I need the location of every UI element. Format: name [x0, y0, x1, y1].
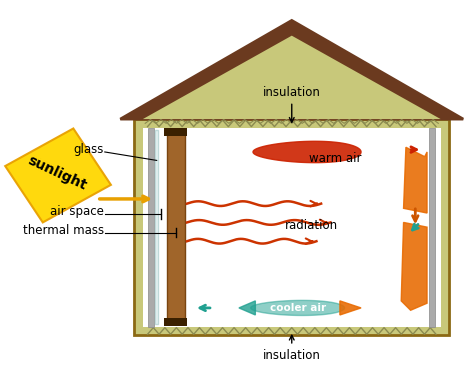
Text: glass: glass: [73, 143, 104, 156]
Text: warm air: warm air: [309, 152, 362, 165]
Polygon shape: [253, 141, 361, 163]
Polygon shape: [143, 36, 441, 119]
Bar: [135, 119, 449, 335]
Polygon shape: [5, 128, 111, 222]
Bar: [155, 130, 158, 324]
Bar: [164, 318, 187, 326]
Polygon shape: [340, 301, 361, 315]
Bar: [143, 127, 441, 327]
Polygon shape: [401, 222, 427, 310]
Polygon shape: [120, 20, 463, 119]
Polygon shape: [239, 301, 255, 315]
Bar: [148, 127, 154, 327]
Bar: [164, 128, 187, 136]
Text: air space: air space: [50, 205, 104, 218]
Text: thermal mass: thermal mass: [23, 224, 104, 237]
Polygon shape: [403, 147, 427, 213]
Text: sunlight: sunlight: [25, 153, 89, 193]
Text: cooler air: cooler air: [270, 303, 326, 313]
Bar: [167, 130, 185, 324]
Text: insulation: insulation: [263, 335, 321, 362]
Text: radiation: radiation: [285, 219, 338, 233]
Text: insulation: insulation: [263, 86, 321, 122]
Bar: [429, 127, 435, 327]
Polygon shape: [251, 300, 345, 315]
